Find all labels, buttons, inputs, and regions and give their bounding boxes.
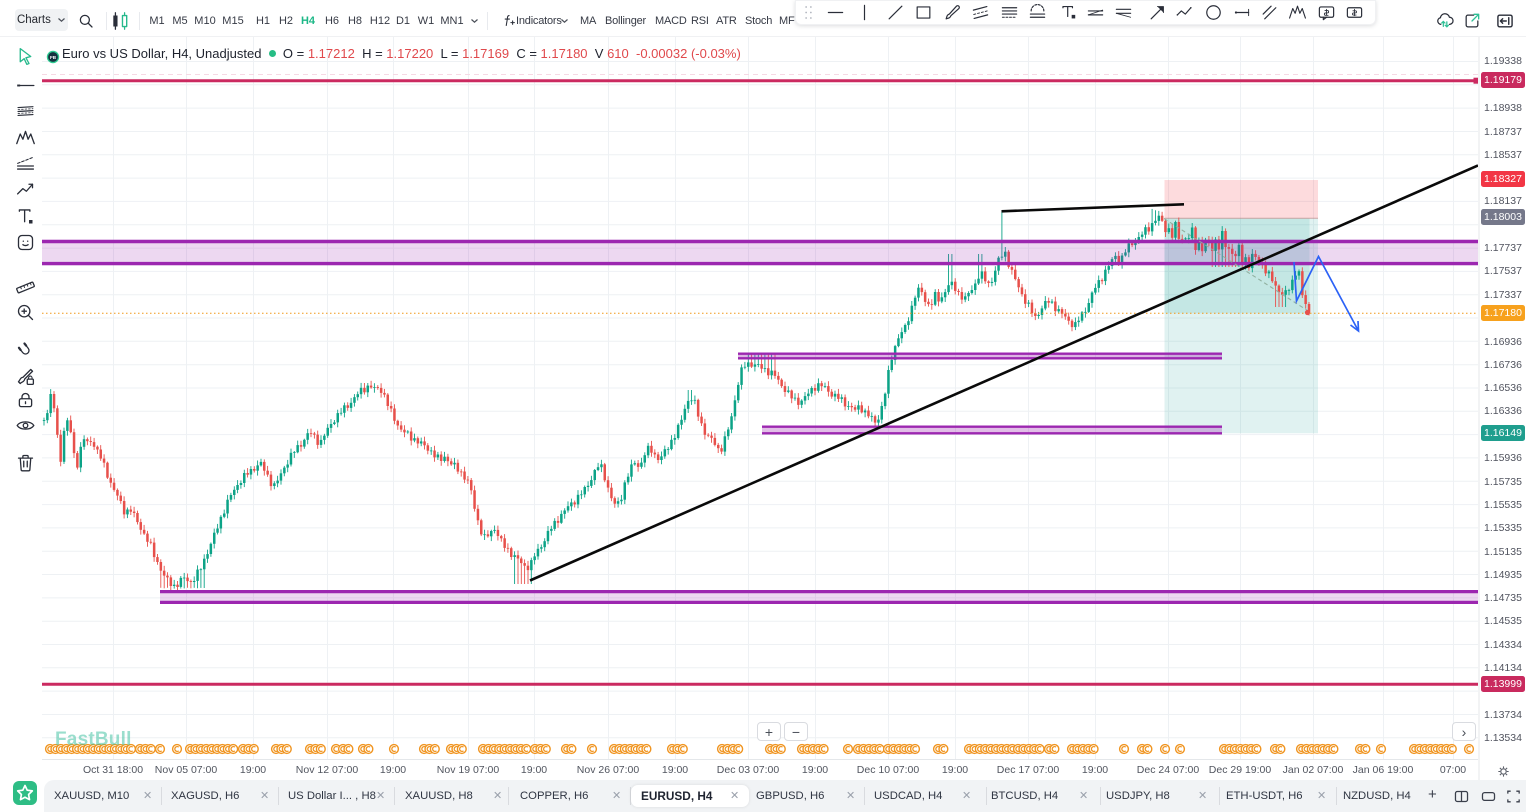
svg-text:FB: FB <box>50 55 57 60</box>
